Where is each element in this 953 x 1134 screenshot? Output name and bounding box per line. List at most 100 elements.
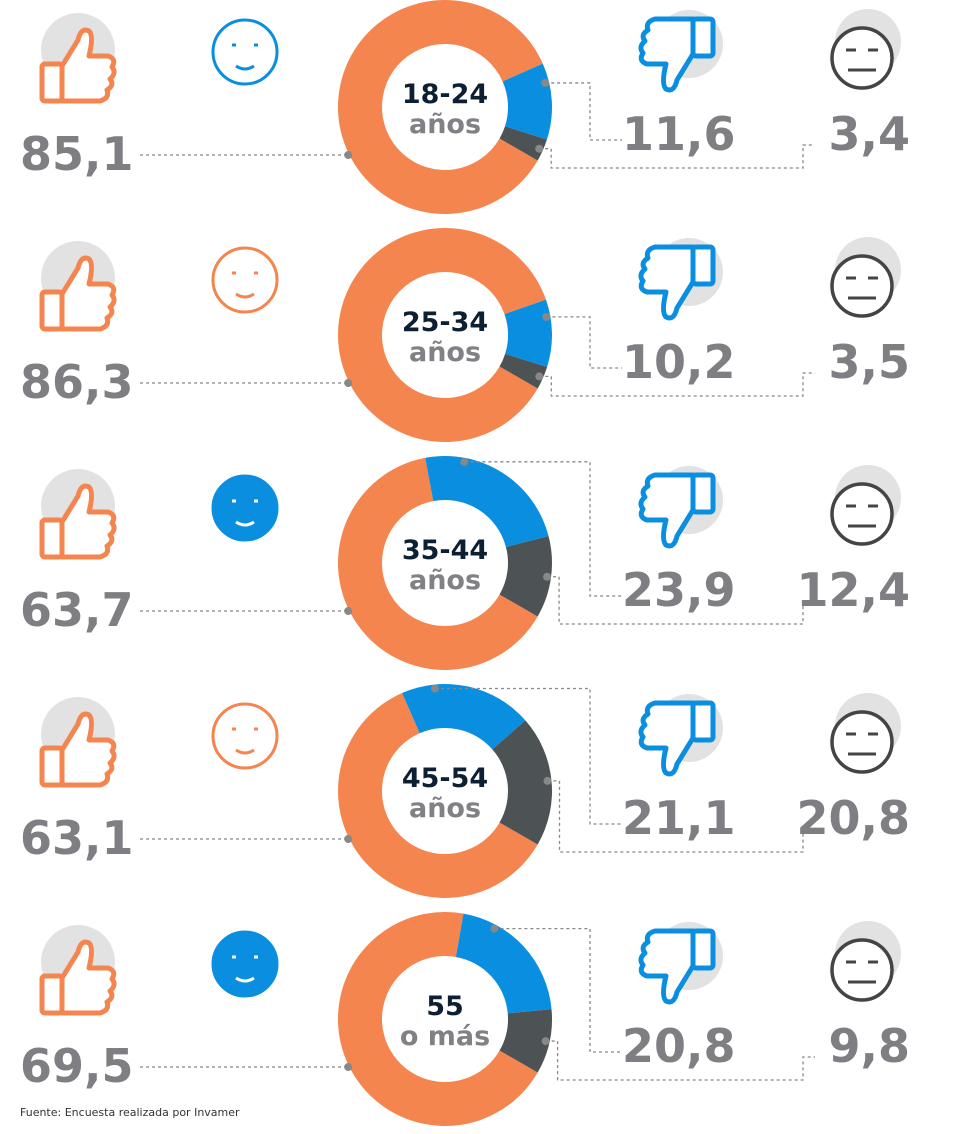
age-label-sub: años: [409, 793, 481, 824]
thumb-down-icon: [638, 922, 723, 1005]
donut-segment: [499, 126, 547, 161]
age-label-sub: años: [409, 109, 481, 140]
connector: [494, 927, 622, 1053]
age-label: 25-34: [402, 307, 488, 338]
donut-segment: [504, 299, 553, 367]
connector-dot: [344, 151, 353, 159]
thumb-down-icon: [638, 10, 723, 93]
connector: [435, 687, 622, 825]
thumb-down-shape: [638, 472, 696, 549]
donut-segment: [402, 684, 526, 750]
thumb-down-cuff: [690, 244, 716, 287]
connector-dot: [490, 924, 499, 933]
connector: [464, 461, 622, 597]
neutral-features: [846, 276, 878, 300]
like-value: 63,7: [20, 583, 134, 637]
donut-segment: [338, 457, 538, 670]
age-face-features: [232, 727, 258, 755]
connector-dot: [543, 572, 552, 581]
thumb-up-cuff: [39, 61, 65, 104]
neutral-face: [830, 710, 894, 774]
age-label-sub: años: [409, 565, 481, 596]
like-value: 69,5: [20, 1039, 134, 1093]
connector: [545, 82, 622, 141]
donut-segment: [492, 720, 552, 845]
neutral-features: [846, 48, 878, 72]
donut-segment: [338, 228, 546, 442]
like-value: 86,3: [20, 355, 134, 409]
like-value: 85,1: [20, 127, 134, 181]
neutral-face: [830, 938, 894, 1002]
thumb-up-icon: [59, 711, 117, 788]
thumb-down-icon: [638, 694, 723, 777]
connector-dot: [541, 1037, 550, 1046]
connector: [539, 144, 815, 169]
donut-segment: [499, 353, 548, 389]
connector-dot: [344, 607, 353, 615]
age-label-sub: o más: [400, 1021, 490, 1052]
age-label: 45-54: [402, 763, 488, 794]
neutral-features: [846, 732, 878, 756]
dislike-value: 11,6: [622, 107, 736, 161]
thumb-up-icon: [59, 255, 117, 332]
thumb-up-cuff: [39, 973, 65, 1016]
neutral-face: [830, 26, 894, 90]
donut-segment: [455, 913, 552, 1014]
thumb-down-cuff: [690, 928, 716, 971]
connector-dot: [460, 457, 469, 466]
neutral-face: [830, 254, 894, 318]
donut-segment: [425, 456, 549, 548]
thumb-down-cuff: [690, 472, 716, 515]
connector-dot: [535, 144, 544, 153]
neutral-value: 3,4: [829, 107, 911, 161]
age-label: 18-24: [402, 79, 488, 110]
connector-dot: [542, 312, 551, 321]
neutral-value: 9,8: [829, 1019, 911, 1073]
thumb-up-cuff: [39, 517, 65, 560]
thumb-down-shape: [638, 928, 696, 1005]
connector-dot: [431, 684, 440, 693]
like-value: 63,1: [20, 811, 134, 865]
age-face-features: [232, 499, 258, 527]
thumb-down-icon: [638, 238, 723, 321]
neutral-value: 3,5: [829, 335, 911, 389]
source-note: Fuente: Encuesta realizada por Invamer: [20, 1106, 240, 1119]
age-face-icon: [211, 474, 279, 542]
age-face-features: [232, 43, 258, 71]
age-face-features: [232, 271, 258, 299]
neutral-features: [846, 960, 878, 984]
neutral-face: [830, 482, 894, 546]
age-face-icon: [211, 702, 279, 770]
thumb-down-icon: [638, 466, 723, 549]
age-label-sub: años: [409, 337, 481, 368]
donut-segment: [337, 912, 538, 1126]
donut-segment: [502, 63, 552, 140]
connector: [546, 316, 622, 369]
thumb-up-icon: [59, 483, 117, 560]
age-face-icon: [211, 18, 279, 86]
neutral-value: 20,8: [797, 791, 911, 845]
dislike-value: 21,1: [622, 791, 736, 845]
dislike-value: 10,2: [622, 335, 736, 389]
age-group-row: 55o más 69,5 20,8 9,8: [20, 912, 910, 1126]
dislike-value: 20,8: [622, 1019, 736, 1073]
connector: [547, 576, 815, 625]
thumb-down-cuff: [690, 16, 716, 59]
connector-dot: [541, 78, 550, 87]
thumb-down-cuff: [690, 700, 716, 743]
thumb-down-shape: [638, 700, 696, 777]
age-face-icon: [211, 246, 279, 314]
thumb-up-cuff: [39, 289, 65, 332]
age-label: 35-44: [402, 535, 488, 566]
age-face-features: [232, 955, 258, 983]
connector-dot: [543, 776, 552, 785]
thumb-up-icon: [59, 27, 117, 104]
connector: [547, 780, 815, 853]
donut-segment: [499, 1009, 552, 1073]
connector-dot: [344, 379, 353, 387]
neutral-value: 12,4: [797, 563, 911, 617]
age-label: 55: [426, 991, 464, 1022]
